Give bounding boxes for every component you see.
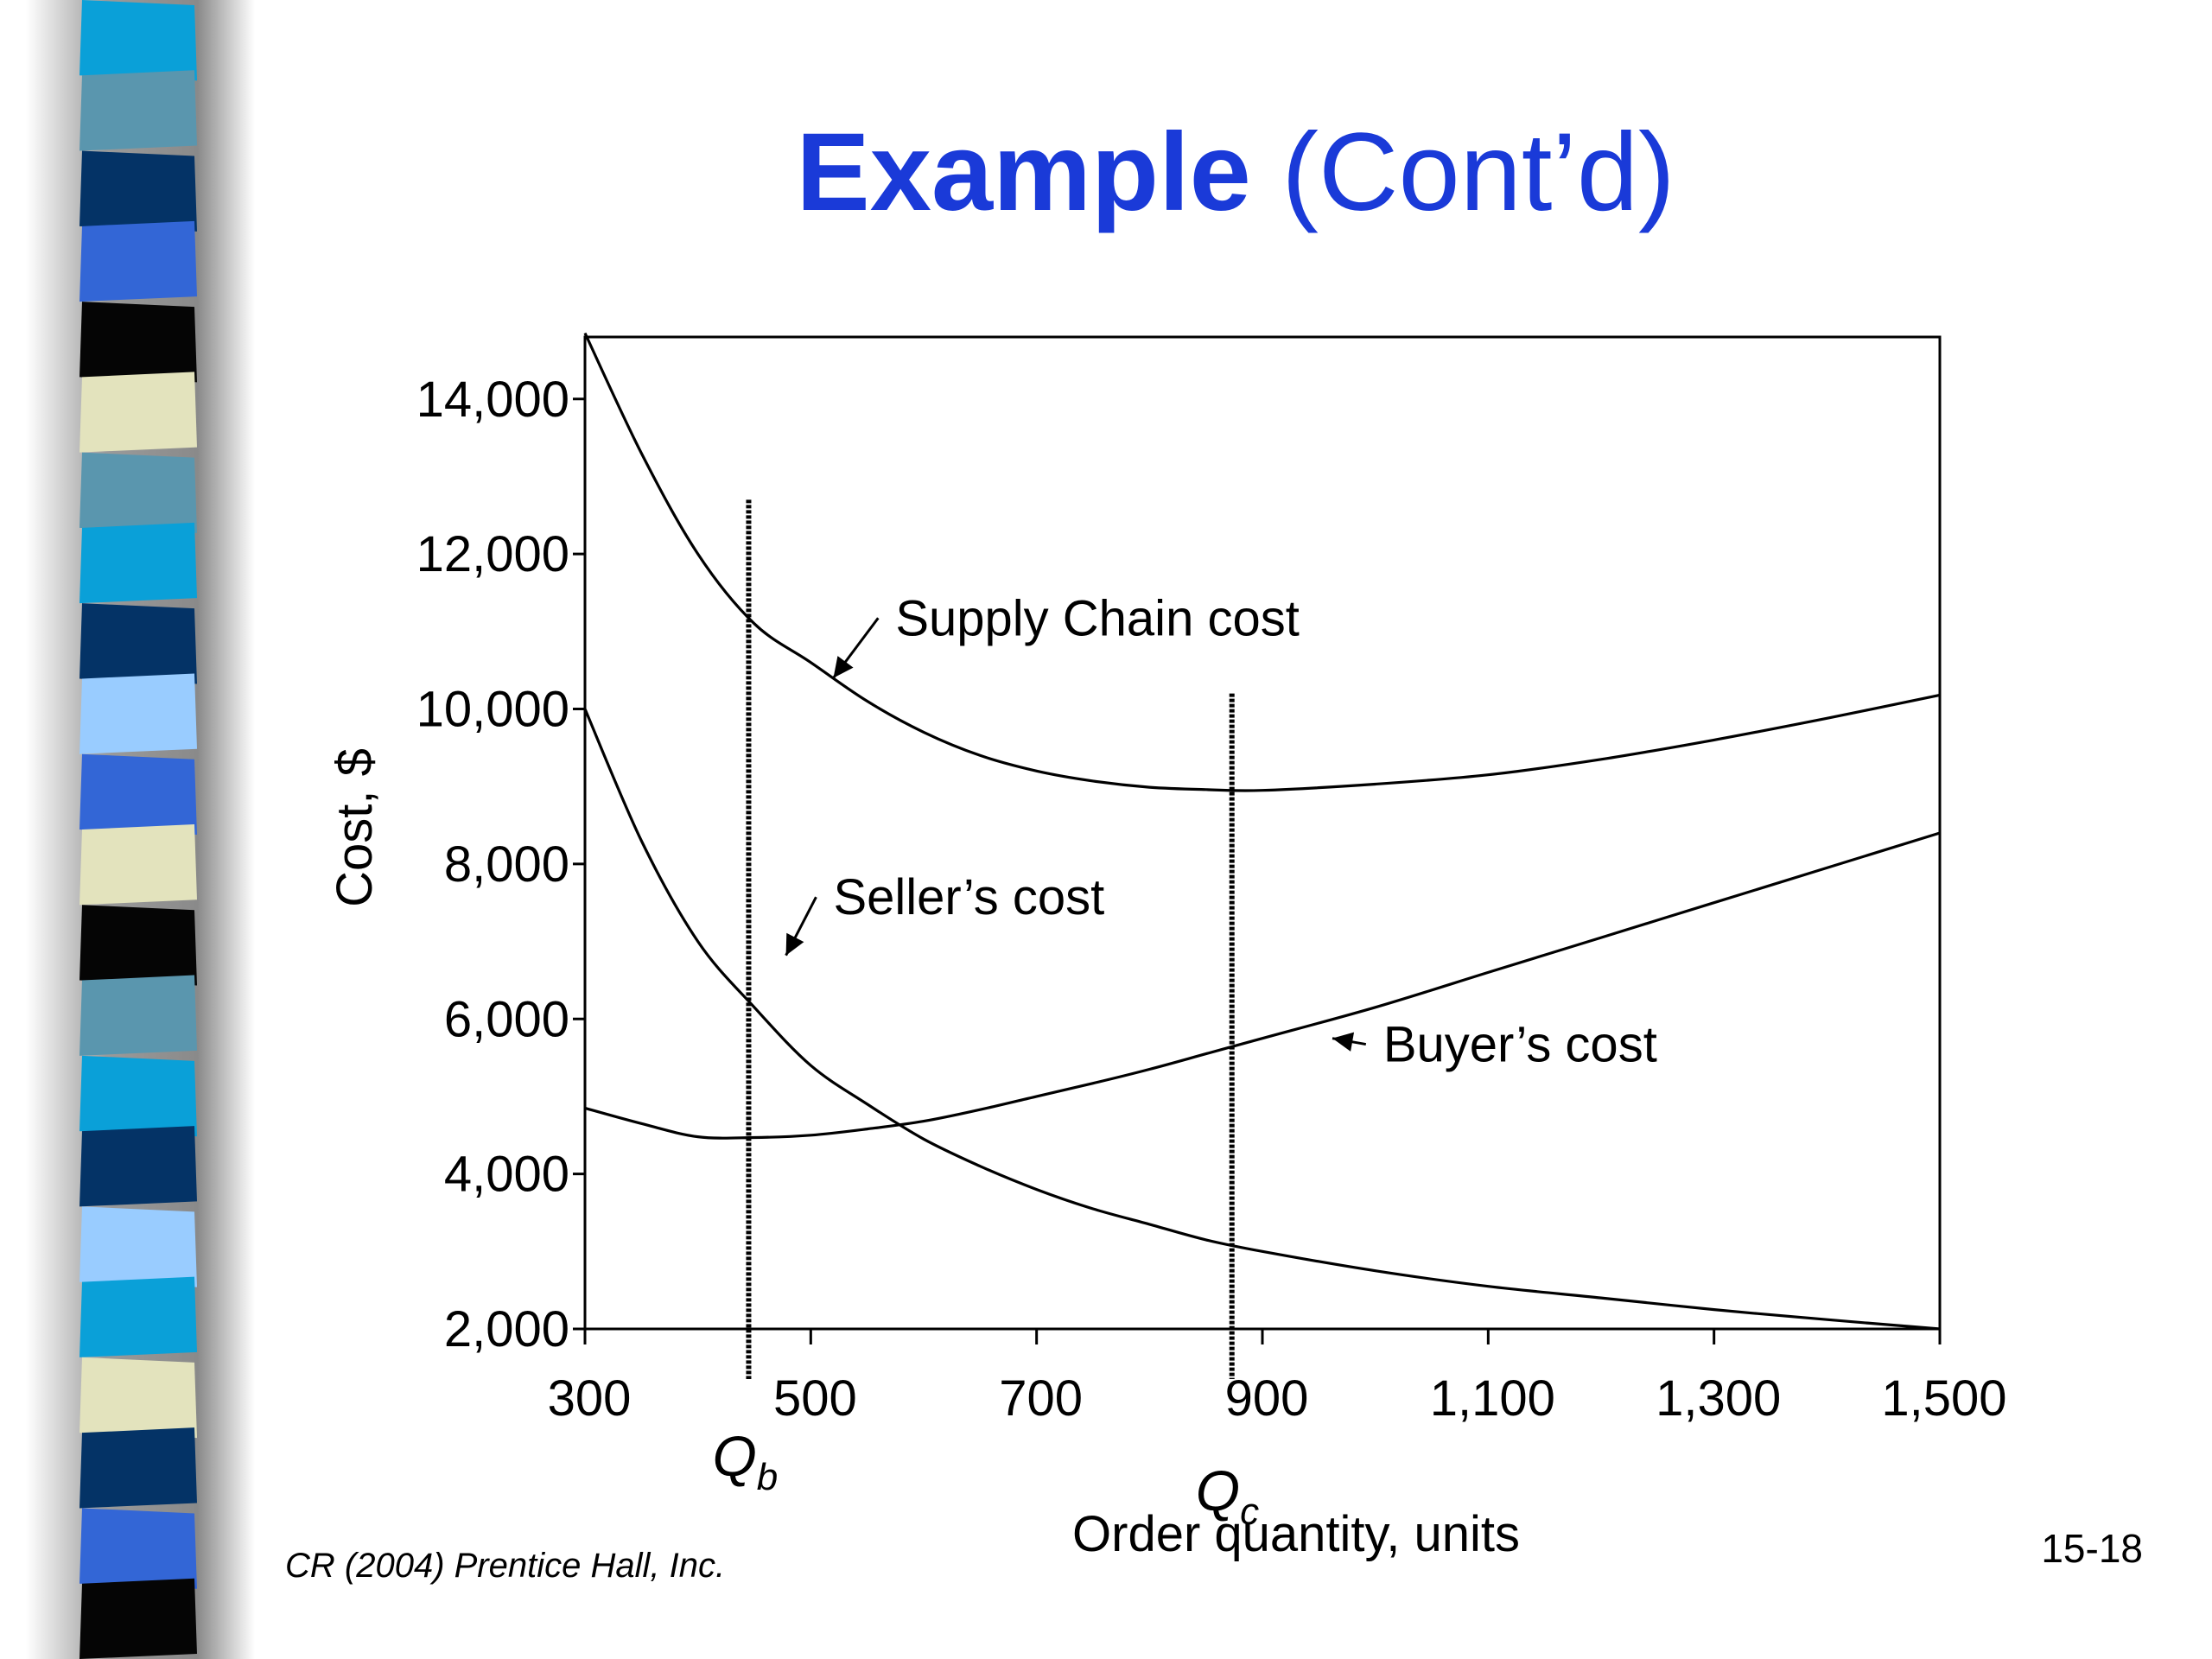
x-tick-label: 300 xyxy=(548,1370,632,1427)
x-tick-label: 1,300 xyxy=(1656,1370,1781,1427)
y-tick-label: 12,000 xyxy=(416,526,569,582)
y-tick-label: 6,000 xyxy=(444,991,569,1047)
slide-title: Example (Cont’d) xyxy=(259,111,2212,234)
reference-label-c: Qc xyxy=(1196,1459,1259,1533)
stripe-segment xyxy=(79,302,197,383)
stripe-segment xyxy=(79,824,197,906)
slide-title-rest: (Cont’d) xyxy=(1250,111,1675,234)
stripe-segment xyxy=(79,1126,197,1207)
y-axis: 2,000 4,000 6,000 8,000 10,000 12,000 14,000 xyxy=(416,372,585,1357)
stripe-segment xyxy=(79,1508,197,1589)
stripe-segment xyxy=(79,372,197,453)
annotation-arrow-head xyxy=(1332,1032,1355,1052)
x-tick-label: 1,100 xyxy=(1430,1370,1555,1427)
x-tick-label: 1,500 xyxy=(1881,1370,2006,1427)
series-annotation-label: Supply Chain cost xyxy=(895,590,1299,646)
stripe-segment xyxy=(79,220,197,302)
stripe-segment xyxy=(79,1357,197,1439)
stripe-segment xyxy=(79,522,197,604)
series-annotations: Supply Chain cost Seller’s cost Buyer’s co… xyxy=(785,590,1657,1073)
x-tick-label: 900 xyxy=(1225,1370,1309,1427)
y-tick-label: 10,000 xyxy=(416,682,569,738)
series-annotation-label: Buyer’s cost xyxy=(1383,1017,1657,1073)
stripe-segment xyxy=(79,150,197,232)
stripe-segment xyxy=(79,1206,197,1287)
x-axis: 300 500 700 900 1,100 1,300 1,500 xyxy=(548,1329,2007,1427)
stripe-segment xyxy=(79,673,197,754)
x-tick-label: 500 xyxy=(773,1370,857,1427)
stripe-segment xyxy=(79,452,197,533)
decorative-stripe-bar xyxy=(26,0,255,1659)
annotation-arrow-head xyxy=(833,656,854,678)
stripe-segment xyxy=(79,70,197,151)
stripe-segment xyxy=(79,905,197,986)
plot-frame xyxy=(583,335,1942,1331)
stripe-segment xyxy=(79,1578,197,1659)
x-axis-title: Order quantity, units xyxy=(1072,1506,1520,1562)
stripe-segment xyxy=(79,753,197,835)
reference-label-b: Qb xyxy=(712,1424,778,1498)
slide-title-bold: Example xyxy=(796,111,1251,234)
annotation-arrow-head xyxy=(785,932,804,956)
supply-chain-cost-line xyxy=(583,332,1941,792)
footer-credit: CR (2004) Prentice Hall, Inc. xyxy=(285,1547,726,1585)
slide-number: 15-18 xyxy=(2041,1526,2143,1571)
buyers-cost-line xyxy=(584,831,1941,1140)
sellers-cost-line xyxy=(583,708,1941,1331)
y-tick-label: 14,000 xyxy=(416,372,569,428)
reference-lines: Qb Qc xyxy=(712,499,1259,1533)
x-tick-label: 700 xyxy=(999,1370,1083,1427)
stripe-segment xyxy=(79,0,197,81)
y-axis-title: Cost, $ xyxy=(327,748,383,907)
stripe-segment xyxy=(79,1276,197,1357)
series-annotation-label: Seller’s cost xyxy=(833,869,1104,925)
stripe-segment xyxy=(79,603,197,684)
stripe-segment xyxy=(79,1055,197,1137)
series-lines xyxy=(583,332,1941,1331)
stripe-segment xyxy=(79,1427,197,1509)
y-tick-label: 2,000 xyxy=(444,1301,569,1357)
y-tick-label: 8,000 xyxy=(444,836,569,893)
stripe-segment xyxy=(79,975,197,1056)
y-tick-label: 4,000 xyxy=(444,1147,569,1203)
